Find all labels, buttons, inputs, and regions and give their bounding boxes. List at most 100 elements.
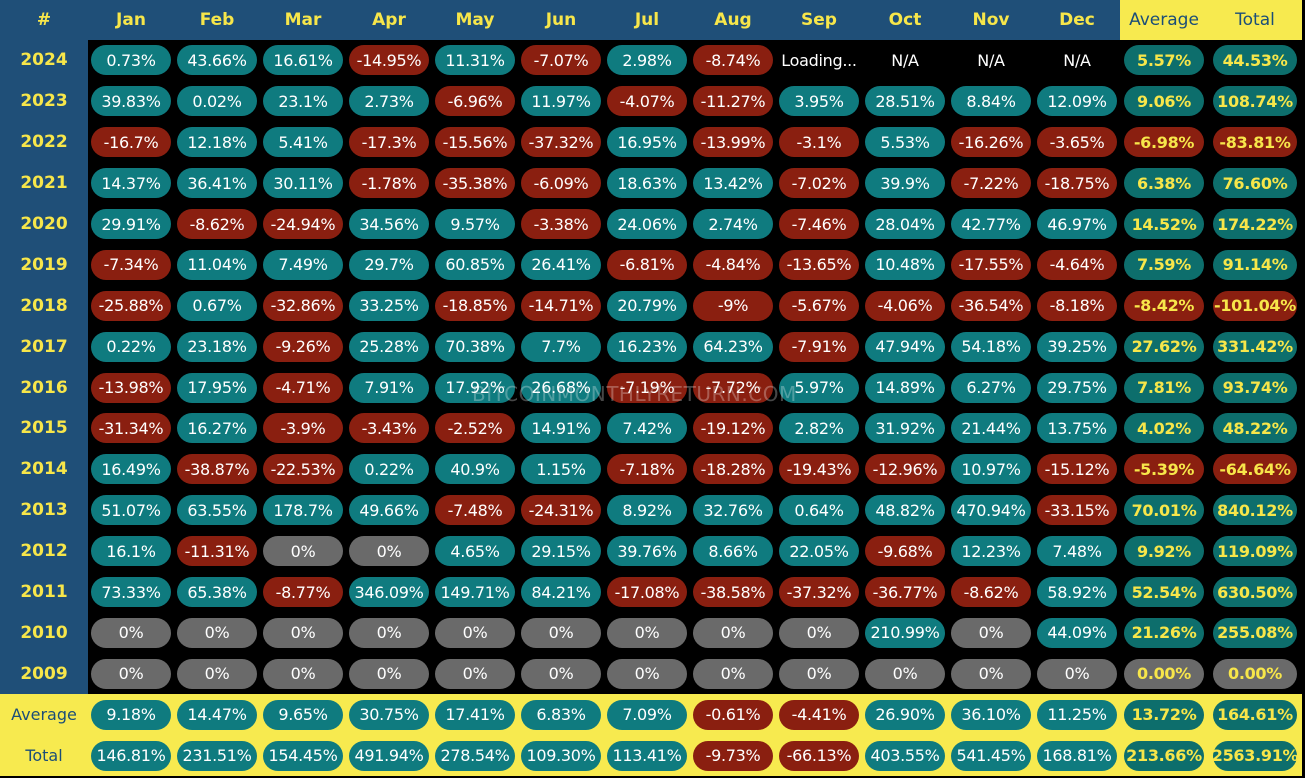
month-cell: -7.46% (776, 204, 862, 245)
footer-cell: 541.45% (948, 735, 1034, 777)
total-pill: -64.64% (1213, 454, 1297, 485)
return-pill: -19.43% (779, 454, 859, 485)
month-cell: 7.49% (260, 244, 346, 285)
return-pill: 29.75% (1037, 372, 1117, 403)
month-cell: -7.07% (518, 40, 604, 81)
total-pill: 255.08% (1213, 617, 1297, 648)
return-pill: 49.66% (349, 495, 429, 526)
month-cell: -19.43% (776, 449, 862, 490)
month-cell: 0.22% (346, 449, 432, 490)
return-pill: 0% (91, 617, 171, 648)
month-cell: 42.77% (948, 204, 1034, 245)
month-cell: 23.1% (260, 81, 346, 122)
month-cell: 16.27% (174, 408, 260, 449)
month-cell: 0% (174, 653, 260, 694)
return-pill: 65.38% (177, 577, 257, 608)
return-pill: -8.74% (693, 45, 773, 76)
return-pill: 39.25% (1037, 331, 1117, 362)
month-cell: 5.97% (776, 367, 862, 408)
return-pill: 8.66% (693, 536, 773, 567)
month-cell: 0.64% (776, 490, 862, 531)
return-pill: -9.68% (865, 536, 945, 567)
return-pill: -18.85% (435, 290, 515, 321)
return-pill: 40.9% (435, 454, 515, 485)
month-cell: 2.74% (690, 204, 776, 245)
total-cell: 91.14% (1208, 244, 1302, 285)
total-pill: 0.00% (1213, 658, 1297, 689)
return-pill: -18.28% (693, 454, 773, 485)
month-cell: 0% (604, 653, 690, 694)
month-cell: -11.27% (690, 81, 776, 122)
return-pill: 14.37% (91, 168, 171, 199)
month-cell: N/A (948, 40, 1034, 81)
average-pill: 21.26% (1124, 617, 1204, 648)
return-pill: 8.92% (607, 495, 687, 526)
return-pill: 0% (1037, 658, 1117, 689)
footer-pill: 17.41% (435, 699, 515, 730)
return-pill: -16.26% (951, 127, 1031, 158)
return-pill: 29.7% (349, 249, 429, 280)
average-cell: 7.81% (1120, 367, 1208, 408)
return-pill: -7.34% (91, 249, 171, 280)
year-label: 2021 (0, 162, 88, 204)
year-label: 2024 (0, 40, 88, 81)
month-cell: 29.15% (518, 531, 604, 572)
return-pill: 2.98% (607, 45, 687, 76)
return-pill: 7.48% (1037, 536, 1117, 567)
return-pill: 0% (693, 658, 773, 689)
return-pill: 0% (865, 658, 945, 689)
month-cell: -7.19% (604, 367, 690, 408)
month-cell: 7.7% (518, 326, 604, 367)
month-cell: -7.34% (88, 244, 174, 285)
month-header: Jan (88, 0, 174, 40)
month-cell: 0% (776, 612, 862, 653)
return-pill: 0% (435, 658, 515, 689)
total-pill: 76.60% (1213, 168, 1297, 199)
year-label: 2014 (0, 448, 88, 490)
total-pill: 48.22% (1213, 413, 1297, 444)
return-pill: 43.66% (177, 45, 257, 76)
month-cell: -4.71% (260, 367, 346, 408)
month-cell: -13.65% (776, 244, 862, 285)
return-pill: 13.42% (693, 168, 773, 199)
return-pill: 33.25% (349, 290, 429, 321)
average-cell: 70.01% (1120, 490, 1208, 531)
average-pill: 4.02% (1124, 413, 1204, 444)
average-cell: 9.06% (1120, 81, 1208, 122)
return-pill: 1.15% (521, 454, 601, 485)
return-pill: 36.41% (177, 168, 257, 199)
month-cell: 470.94% (948, 490, 1034, 531)
footer-pill: 6.83% (521, 699, 601, 730)
return-pill: 16.23% (607, 331, 687, 362)
month-cell: 0% (690, 612, 776, 653)
return-pill: -31.34% (91, 413, 171, 444)
return-pill: 18.63% (607, 168, 687, 199)
month-cell: 23.18% (174, 326, 260, 367)
return-pill: 0% (91, 658, 171, 689)
return-pill: 0% (263, 617, 343, 648)
month-cell: -16.7% (88, 122, 174, 163)
footer-cell: -0.61% (690, 694, 776, 736)
total-pill: 93.74% (1213, 372, 1297, 403)
month-cell: 26.68% (518, 367, 604, 408)
month-cell: -11.31% (174, 531, 260, 572)
return-pill: Loading... (781, 50, 857, 70)
month-cell: -1.78% (346, 163, 432, 204)
return-pill: 0% (263, 658, 343, 689)
return-pill: -32.86% (263, 290, 343, 321)
month-cell: 11.31% (432, 40, 518, 81)
total-pill: -101.04% (1213, 290, 1297, 321)
month-cell: 63.55% (174, 490, 260, 531)
return-pill: -15.56% (435, 127, 515, 158)
year-label: 2016 (0, 367, 88, 409)
month-cell: 39.83% (88, 81, 174, 122)
month-cell: 0% (948, 612, 1034, 653)
month-cell: -19.12% (690, 408, 776, 449)
return-pill: 14.89% (865, 372, 945, 403)
month-cell: -36.77% (862, 572, 948, 613)
return-pill: 16.49% (91, 454, 171, 485)
footer-pill: 491.94% (349, 740, 429, 771)
footer-pill: -4.41% (779, 699, 859, 730)
return-pill: 5.41% (263, 127, 343, 158)
